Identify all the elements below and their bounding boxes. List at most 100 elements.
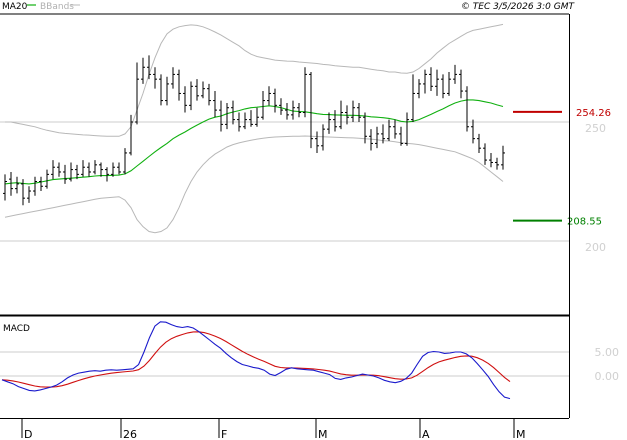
price-bar — [399, 126, 403, 146]
price-bar — [183, 86, 187, 113]
price-bar — [213, 91, 217, 118]
macd-signal-line — [1, 331, 511, 388]
bband-lower-line — [4, 135, 504, 234]
price-bar — [153, 67, 157, 89]
price-bar — [285, 102, 289, 120]
price-bar — [111, 162, 115, 177]
price-bar — [261, 91, 265, 120]
price-bar — [387, 119, 391, 142]
x-tick-label: D — [24, 428, 32, 440]
bband-upper-line — [5, 23, 504, 137]
price-bar — [459, 69, 463, 99]
price-bar — [441, 74, 445, 99]
price-bar — [351, 100, 355, 122]
price-bar — [273, 88, 277, 113]
macd-line — [1, 321, 511, 400]
ma20-line — [4, 99, 504, 185]
price-bar — [291, 100, 295, 120]
price-bar — [51, 160, 55, 180]
price-bar — [381, 124, 385, 144]
price-bar — [21, 179, 25, 206]
price-bar — [279, 98, 283, 115]
price-bar — [75, 164, 79, 180]
x-tick-label: M — [516, 428, 526, 440]
support-resistance: 254.26 208.55 — [513, 108, 611, 228]
price-bar — [129, 114, 133, 156]
macd-title: MACD — [3, 324, 30, 334]
price-tick-label: 250 — [585, 122, 606, 135]
price-bar — [141, 57, 145, 84]
price-bar — [501, 145, 505, 170]
price-bar — [3, 174, 7, 201]
price-bar — [9, 171, 13, 196]
price-bar — [69, 162, 73, 182]
price-bar — [453, 64, 457, 84]
price-bar — [207, 83, 211, 106]
resistance-label: 254.26 — [576, 108, 611, 119]
price-bar — [411, 74, 415, 122]
price-bar — [333, 110, 337, 132]
price-bar — [15, 176, 19, 194]
price-bar — [147, 55, 151, 80]
price-bar — [495, 157, 499, 170]
price-bar — [321, 124, 325, 151]
price-bar — [201, 81, 205, 99]
price-bar — [315, 131, 319, 153]
price-bar — [159, 74, 163, 106]
price-bar — [375, 126, 379, 149]
price-bar — [255, 107, 259, 127]
copyright-text: © TEC 3/5/2026 3:0 GMT — [461, 2, 576, 12]
price-bar — [123, 148, 127, 175]
price-bar — [393, 119, 397, 139]
macd-panel — [1, 321, 511, 400]
grid-lines — [0, 121, 569, 377]
price-bar — [225, 102, 229, 130]
chart-frame — [0, 13, 570, 419]
price-bar — [99, 162, 103, 177]
price-bar — [45, 169, 49, 189]
bbands-legend-label: BBands — [40, 2, 74, 12]
price-bar — [435, 69, 439, 96]
price-bar — [177, 69, 181, 101]
x-tick-label: A — [422, 428, 430, 440]
price-bar — [27, 186, 31, 203]
price-bar — [309, 72, 313, 149]
x-tick-label: 26 — [123, 428, 137, 440]
price-bar — [243, 112, 247, 130]
price-bar — [345, 105, 349, 125]
axis-ticks: 250 200 5.00 0.00 D 26 F M A M — [21, 122, 619, 440]
price-bar — [489, 152, 493, 168]
price-bar — [39, 176, 43, 192]
price-bar — [219, 100, 223, 132]
price-bar — [465, 86, 469, 132]
price-bar — [105, 167, 109, 182]
bollinger-bands — [4, 23, 504, 234]
price-bar — [237, 112, 241, 132]
price-bar — [477, 133, 481, 153]
price-bar — [405, 112, 409, 146]
price-bar — [171, 67, 175, 89]
price-bar — [87, 162, 91, 177]
price-bar — [483, 143, 487, 165]
price-bar — [423, 69, 427, 94]
price-bar — [429, 67, 433, 92]
price-bar — [447, 72, 451, 96]
price-bar — [165, 76, 169, 106]
price-bar — [369, 129, 373, 151]
price-bar — [231, 100, 235, 125]
support-label: 208.55 — [567, 217, 602, 228]
x-tick-label: F — [221, 428, 227, 440]
price-bar — [267, 86, 271, 106]
price-bar — [303, 67, 307, 118]
price-bar — [57, 162, 61, 177]
price-bar — [339, 100, 343, 130]
price-tick-label: 200 — [585, 241, 606, 254]
price-bar — [249, 110, 253, 127]
ma20-legend-label: MA20 — [2, 2, 28, 12]
price-bar — [363, 112, 367, 144]
x-tick-label: M — [318, 428, 328, 440]
price-bar — [93, 160, 97, 175]
price-bar — [81, 160, 85, 177]
price-bar — [297, 102, 301, 118]
price-bar — [195, 79, 199, 101]
